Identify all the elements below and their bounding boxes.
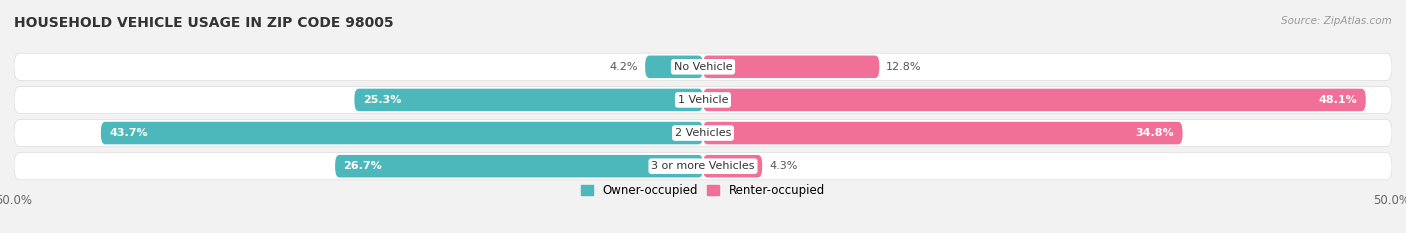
FancyBboxPatch shape [14,120,1392,147]
FancyBboxPatch shape [703,55,879,78]
Text: Source: ZipAtlas.com: Source: ZipAtlas.com [1281,16,1392,26]
FancyBboxPatch shape [703,155,762,178]
Text: 3 or more Vehicles: 3 or more Vehicles [651,161,755,171]
FancyBboxPatch shape [14,86,1392,113]
Text: HOUSEHOLD VEHICLE USAGE IN ZIP CODE 98005: HOUSEHOLD VEHICLE USAGE IN ZIP CODE 9800… [14,16,394,30]
FancyBboxPatch shape [703,89,1365,111]
FancyBboxPatch shape [335,155,703,178]
FancyBboxPatch shape [645,55,703,78]
Text: 48.1%: 48.1% [1319,95,1358,105]
Text: 12.8%: 12.8% [886,62,922,72]
FancyBboxPatch shape [703,122,1182,144]
Text: 25.3%: 25.3% [363,95,401,105]
Text: 26.7%: 26.7% [343,161,382,171]
FancyBboxPatch shape [14,53,1392,80]
Legend: Owner-occupied, Renter-occupied: Owner-occupied, Renter-occupied [581,184,825,197]
Text: 4.2%: 4.2% [610,62,638,72]
FancyBboxPatch shape [14,153,1392,180]
Text: 2 Vehicles: 2 Vehicles [675,128,731,138]
Text: 34.8%: 34.8% [1136,128,1174,138]
FancyBboxPatch shape [354,89,703,111]
Text: No Vehicle: No Vehicle [673,62,733,72]
Text: 1 Vehicle: 1 Vehicle [678,95,728,105]
Text: 4.3%: 4.3% [769,161,797,171]
FancyBboxPatch shape [101,122,703,144]
Text: 43.7%: 43.7% [110,128,148,138]
